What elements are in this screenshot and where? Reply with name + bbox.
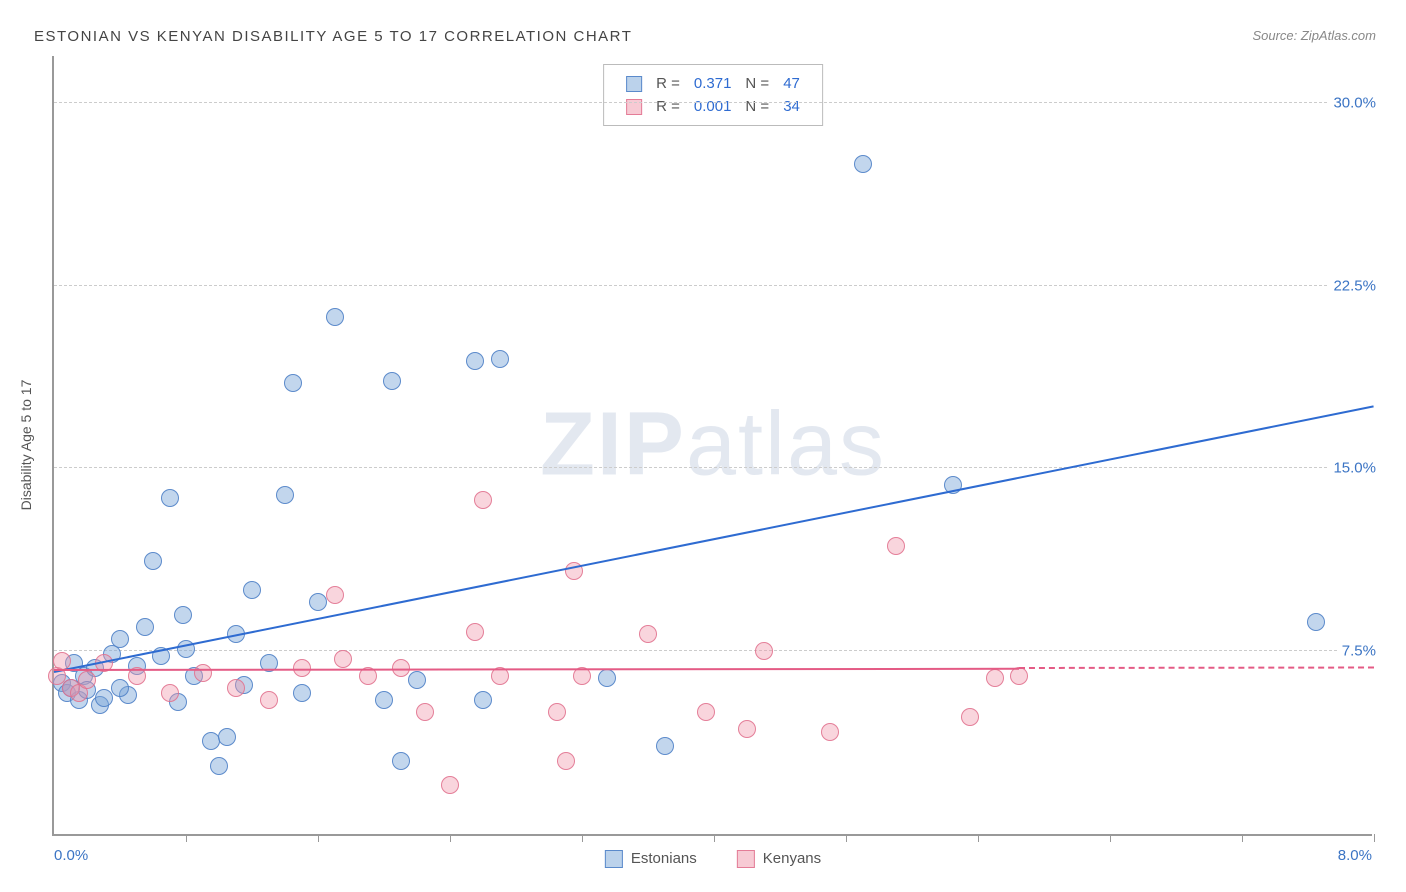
- scatter-point: [961, 708, 979, 726]
- chart-title: ESTONIAN VS KENYAN DISABILITY AGE 5 TO 1…: [34, 28, 632, 45]
- scatter-point: [466, 623, 484, 641]
- scatter-point: [161, 489, 179, 507]
- legend-stats-row-estonians: R = 0.371 N = 47: [620, 73, 806, 94]
- legend-swatch-blue: [605, 850, 623, 868]
- scatter-point: [986, 669, 1004, 687]
- legend-n-label: N =: [739, 96, 775, 117]
- gridline-h: [54, 467, 1372, 468]
- legend-series: Estonians Kenyans: [605, 850, 821, 868]
- scatter-point: [416, 703, 434, 721]
- legend-stats-row-kenyans: R = 0.001 N = 34: [620, 96, 806, 117]
- scatter-point: [95, 689, 113, 707]
- scatter-point: [202, 732, 220, 750]
- legend-r-label: R =: [650, 73, 686, 94]
- scatter-point: [334, 650, 352, 668]
- x-axis-min-label: 0.0%: [54, 847, 88, 864]
- scatter-point: [227, 679, 245, 697]
- legend-label-estonians: Estonians: [631, 850, 697, 867]
- scatter-point: [392, 752, 410, 770]
- scatter-point: [326, 586, 344, 604]
- x-tick: [846, 834, 847, 842]
- scatter-point: [260, 691, 278, 709]
- scatter-point: [821, 723, 839, 741]
- x-tick: [1242, 834, 1243, 842]
- scatter-point: [441, 776, 459, 794]
- scatter-point: [474, 691, 492, 709]
- scatter-point: [548, 703, 566, 721]
- legend-n-value-estonians: 47: [777, 73, 806, 94]
- legend-item-estonians: Estonians: [605, 850, 697, 868]
- scatter-point: [194, 664, 212, 682]
- trend-line: [54, 405, 1374, 673]
- x-tick: [978, 834, 979, 842]
- scatter-point: [466, 352, 484, 370]
- x-tick: [582, 834, 583, 842]
- scatter-point: [656, 737, 674, 755]
- y-tick-label: 22.5%: [1329, 277, 1376, 294]
- legend-n-value-kenyans: 34: [777, 96, 806, 117]
- scatter-point: [408, 671, 426, 689]
- scatter-point: [639, 625, 657, 643]
- scatter-point: [326, 308, 344, 326]
- source-name: ZipAtlas.com: [1301, 28, 1376, 43]
- y-tick-label: 30.0%: [1329, 94, 1376, 111]
- scatter-point: [557, 752, 575, 770]
- scatter-point: [491, 350, 509, 368]
- scatter-point: [243, 581, 261, 599]
- scatter-point: [210, 757, 228, 775]
- scatter-point: [755, 642, 773, 660]
- source-prefix: Source:: [1252, 28, 1300, 43]
- scatter-point: [474, 491, 492, 509]
- x-tick: [714, 834, 715, 842]
- legend-swatch-pink: [737, 850, 755, 868]
- scatter-point: [887, 537, 905, 555]
- scatter-point: [144, 552, 162, 570]
- scatter-point: [161, 684, 179, 702]
- watermark-bold: ZIP: [540, 395, 686, 495]
- trend-line: [54, 667, 1019, 670]
- y-tick-label: 7.5%: [1338, 643, 1376, 660]
- legend-label-kenyans: Kenyans: [763, 850, 821, 867]
- legend-r-value-estonians: 0.371: [688, 73, 738, 94]
- scatter-point: [383, 372, 401, 390]
- scatter-point: [136, 618, 154, 636]
- x-tick: [450, 834, 451, 842]
- scatter-point: [284, 374, 302, 392]
- source-attribution: Source: ZipAtlas.com: [1252, 28, 1376, 43]
- scatter-point: [174, 606, 192, 624]
- x-tick: [318, 834, 319, 842]
- x-tick: [186, 834, 187, 842]
- legend-swatch-blue: [626, 76, 642, 92]
- scatter-point: [697, 703, 715, 721]
- x-tick: [1110, 834, 1111, 842]
- scatter-point: [375, 691, 393, 709]
- watermark: ZIPatlas: [540, 394, 886, 497]
- scatter-point: [111, 630, 129, 648]
- legend-item-kenyans: Kenyans: [737, 850, 821, 868]
- gridline-h: [54, 650, 1372, 651]
- legend-r-label: R =: [650, 96, 686, 117]
- gridline-h: [54, 102, 1372, 103]
- legend-stats: R = 0.371 N = 47 R = 0.001 N = 34: [603, 64, 823, 126]
- scatter-point: [111, 679, 129, 697]
- scatter-point: [293, 684, 311, 702]
- scatter-point: [218, 728, 236, 746]
- scatter-point: [1307, 613, 1325, 631]
- legend-r-value-kenyans: 0.001: [688, 96, 738, 117]
- chart-plot-area: Disability Age 5 to 17 ZIPatlas 0.0% 8.0…: [52, 56, 1372, 836]
- gridline-h: [54, 285, 1372, 286]
- scatter-point: [598, 669, 616, 687]
- y-axis-title: Disability Age 5 to 17: [18, 380, 34, 511]
- scatter-point: [309, 593, 327, 611]
- scatter-point: [78, 671, 96, 689]
- trend-line-dashed: [1019, 667, 1374, 669]
- legend-n-label: N =: [739, 73, 775, 94]
- y-tick-label: 15.0%: [1329, 460, 1376, 477]
- x-tick: [1374, 834, 1375, 842]
- scatter-point: [854, 155, 872, 173]
- scatter-point: [738, 720, 756, 738]
- x-axis-max-label: 8.0%: [1338, 847, 1372, 864]
- watermark-rest: atlas: [686, 395, 886, 495]
- scatter-point: [276, 486, 294, 504]
